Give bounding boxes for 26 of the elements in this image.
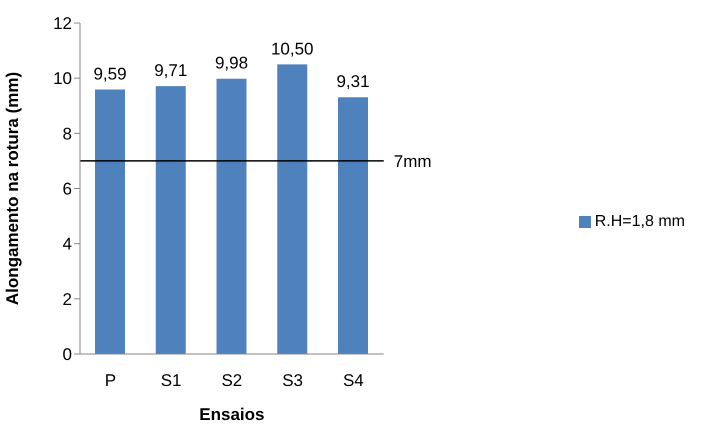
x-tick-label: S3 xyxy=(282,371,304,390)
bar xyxy=(277,64,308,354)
x-axis-title: Ensaios xyxy=(199,405,264,424)
x-tick-label: S1 xyxy=(160,371,182,390)
y-tick-label: 2 xyxy=(62,290,72,309)
data-label: 10,50 xyxy=(270,39,314,58)
x-tick-label: P xyxy=(104,371,116,390)
y-tick-label: 12 xyxy=(53,14,72,34)
data-label: 9,98 xyxy=(214,54,248,73)
x-tick-label: S4 xyxy=(342,371,364,390)
legend-label: R.H=1,8 mm xyxy=(594,213,685,230)
bar xyxy=(338,97,368,354)
y-tick-label: 8 xyxy=(62,124,72,144)
bar xyxy=(216,78,246,354)
y-tick-label: 6 xyxy=(62,180,72,199)
y-tick-label: 0 xyxy=(62,345,72,364)
x-tick-label: S2 xyxy=(221,371,242,390)
data-label: 9,59 xyxy=(93,64,127,84)
y-tick-label: 4 xyxy=(62,234,72,254)
y-axis-title: Alongamento na rotura (mm) xyxy=(3,72,22,306)
ref-line-label: 7mm xyxy=(394,152,432,171)
bar xyxy=(95,89,125,354)
bar xyxy=(156,86,186,354)
data-label: 9,71 xyxy=(154,61,188,80)
y-tick-label: 10 xyxy=(53,69,72,88)
data-label: 9,31 xyxy=(336,72,370,92)
